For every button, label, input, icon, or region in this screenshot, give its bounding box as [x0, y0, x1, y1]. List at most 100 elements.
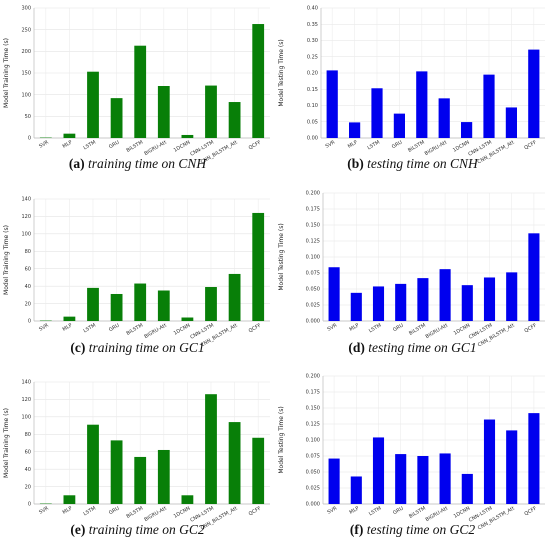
ytick-label-a-4: 200: [21, 49, 31, 55]
ytick-label-f-3: 0.075: [306, 454, 320, 460]
xtick-label-c-9: QCFF: [248, 322, 263, 334]
xtick-label-f-1: MLP: [349, 506, 361, 516]
ytick-label-d-0: 0.000: [306, 319, 320, 325]
bar-a-1dcnn: [181, 134, 194, 138]
bar-c-lstm: [87, 287, 99, 321]
xtick-label-c-2: LSTM: [82, 323, 97, 335]
xtick-label-b-1: MLP: [347, 140, 359, 150]
ytick-label-b-3: 0.15: [307, 87, 318, 93]
ytick-label-c-4: 80: [25, 249, 31, 255]
ytick-label-d-7: 0.175: [306, 207, 320, 213]
caption-a: (a) training time on CNH: [0, 156, 275, 172]
bar-b-cnn-lstm: [483, 74, 495, 138]
xtick-label-a-6: 1DCNN: [173, 139, 192, 153]
xtick-label-a-1: MLP: [62, 140, 74, 150]
xtick-label-e-4: BiLSTM: [125, 506, 144, 520]
caption-tag-f: (f): [349, 522, 364, 537]
ytick-label-f-0: 0.000: [306, 502, 320, 508]
bar-e-qcff: [252, 437, 265, 504]
bar-a-mlp: [63, 133, 76, 138]
figure-panel-d: 0.000 0.025 0.050 0.075 0.100 0.125 0.150 0.175…: [275, 185, 550, 366]
bar-b-cnn-bilstm-att: [505, 107, 517, 138]
ytick-label-d-6: 0.150: [306, 223, 320, 229]
ylabel-c: Model Training Time (s): [3, 225, 10, 295]
xtick-label-b-5: BiGRU-Att: [424, 140, 448, 158]
caption-tag-e: (e): [70, 522, 86, 537]
xtick-label-b-3: GRU: [391, 139, 404, 150]
ytick-label-e-5: 100: [21, 415, 31, 421]
ytick-label-c-0: 0: [28, 319, 31, 325]
xtick-label-e-1: MLP: [62, 506, 74, 516]
ytick-label-f-1: 0.025: [306, 486, 320, 492]
chart-c: 0 20 40 60 80 100 120 140 SVR MLP LSTM GRU BiLSTM BiG…: [3, 197, 270, 348]
ylabel-d: Model Testing Time (s): [278, 223, 285, 290]
ytick-label-f-5: 0.125: [306, 422, 320, 428]
bar-a-cnn-lstm: [205, 85, 217, 138]
xtick-label-d-1: MLP: [349, 323, 361, 333]
caption-tag-c: (c): [70, 340, 86, 355]
bar-b-qcff: [528, 49, 540, 138]
bar-c-qcff: [252, 212, 265, 321]
xtick-label-d-0: SVR: [326, 322, 338, 332]
ytick-label-b-1: 0.05: [307, 119, 318, 125]
caption-text-b: testing time on CNH: [367, 156, 478, 171]
bar-d-lstm: [372, 286, 385, 321]
bar-e-gru: [110, 440, 123, 504]
bar-f-lstm: [372, 437, 385, 504]
xtick-label-d-5: BiGRU-Att: [425, 323, 449, 341]
bar-d-bilstm: [417, 278, 429, 321]
caption-f: (f) testing time on GC2: [275, 522, 550, 538]
chart-b: 0.00 0.05 0.10 0.15 0.20 0.25 0.30 0.35 0.40 SVR M…: [278, 6, 545, 165]
ytick-label-c-2: 40: [25, 284, 31, 290]
xtick-label-d-2: LSTM: [368, 323, 383, 335]
ytick-label-d-5: 0.125: [306, 239, 320, 245]
bar-a-cnn-bilstm-att: [228, 102, 241, 138]
caption-text-d: testing time on GC1: [368, 340, 477, 355]
caption-d: (d) testing time on GC1: [275, 340, 550, 356]
ytick-label-a-3: 150: [21, 71, 31, 77]
caption-text-e: training time on GC2: [88, 522, 205, 537]
bar-b-lstm: [371, 88, 383, 138]
ylabel-a: Model Training Time (s): [3, 38, 10, 108]
ytick-label-a-6: 300: [21, 6, 31, 12]
bar-f-bilstm: [417, 456, 429, 504]
xtick-label-c-6: 1DCNN: [173, 322, 192, 336]
ytick-label-e-6: 120: [21, 397, 31, 403]
xtick-label-f-0: SVR: [326, 505, 338, 515]
xtick-label-c-0: SVR: [38, 322, 50, 332]
caption-text-f: testing time on GC2: [366, 522, 476, 537]
ytick-label-a-0: 0: [28, 136, 31, 142]
bar-f-cnn-lstm: [483, 419, 496, 504]
bar-d-cnn-bilstm-att: [506, 272, 518, 321]
bar-a-bilstm: [134, 45, 147, 139]
xtick-label-c-4: BiLSTM: [125, 323, 144, 337]
bar-a-bigru-att: [157, 86, 170, 138]
bar-f-mlp: [350, 476, 362, 504]
xtick-label-c-5: BiGRU-Att: [143, 323, 167, 341]
xtick-label-b-0: SVR: [324, 139, 336, 149]
chart-a: 0 50 100 150 200 250 300 SVR MLP LSTM GRU BiLSTM BiG…: [3, 6, 270, 165]
bar-b-1dcnn: [461, 122, 473, 138]
xtick-label-d-9: QCFF: [523, 322, 538, 334]
ylabel-b: Model Testing Time (s): [278, 39, 285, 106]
bar-f-bigru-att: [439, 453, 451, 504]
ytick-label-d-8: 0.200: [306, 191, 320, 197]
caption-c: (c) training time on GC1: [0, 340, 275, 356]
xtick-label-e-0: SVR: [38, 505, 50, 515]
bar-f-1dcnn: [461, 473, 473, 504]
bar-d-svr: [328, 267, 340, 321]
bar-c-cnn-bilstm-att: [228, 273, 241, 321]
xtick-label-c-1: MLP: [62, 323, 74, 333]
bar-e-cnn-lstm: [205, 394, 217, 504]
ytick-label-e-2: 40: [25, 467, 31, 473]
figure-panel-c: 0 20 40 60 80 100 120 140 SVR MLP LSTM GRU BiLSTM BiG…: [0, 185, 275, 366]
ytick-label-e-4: 80: [25, 432, 31, 438]
ytick-label-d-3: 0.075: [306, 271, 320, 277]
bar-e-1dcnn: [181, 495, 194, 504]
xtick-label-f-5: BiGRU-Att: [425, 506, 449, 524]
xtick-label-e-2: LSTM: [82, 506, 97, 518]
caption-e: (e) training time on GC2: [0, 522, 275, 538]
ytick-label-c-3: 60: [25, 266, 31, 272]
ytick-label-f-2: 0.050: [306, 470, 320, 476]
ytick-label-b-5: 0.25: [307, 54, 318, 60]
